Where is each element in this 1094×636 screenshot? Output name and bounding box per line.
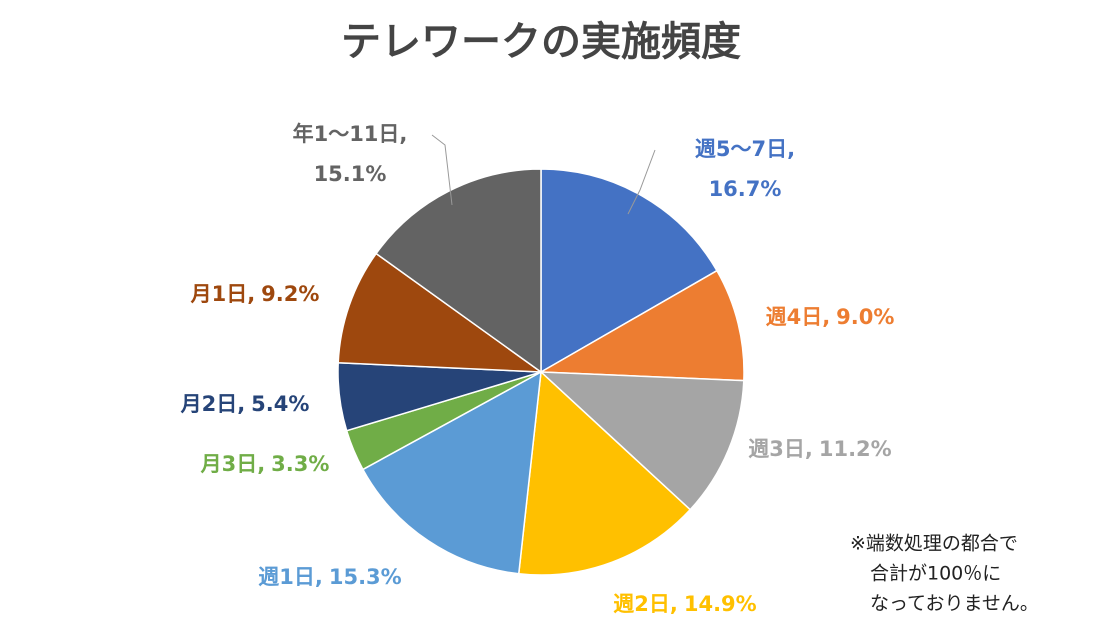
- category-label: 週1日,: [258, 565, 323, 589]
- pie-slice: [538, 371, 745, 511]
- pie-slice: [540, 168, 718, 374]
- value-label: 9.2%: [261, 282, 319, 306]
- leader-line: [431, 134, 453, 206]
- data-label: 週4日, 9.0%: [766, 305, 895, 329]
- category-label: 月3日,: [200, 452, 266, 476]
- pie-slice: [538, 269, 745, 382]
- value-label: 9.0%: [836, 305, 894, 329]
- data-label: 月1日, 9.2%: [190, 282, 320, 306]
- value-label: 5.4%: [251, 392, 309, 416]
- value-label: 15.1%: [314, 162, 387, 186]
- value-label: 16.7%: [709, 177, 782, 201]
- data-label: 週2日, 14.9%: [613, 592, 756, 616]
- data-label: 月2日, 5.4%: [180, 392, 310, 416]
- category-label: 年1～11日,: [293, 122, 408, 146]
- pie-slice: [361, 370, 542, 575]
- pie-slice: [337, 252, 544, 373]
- chart-title: テレワークの実施頻度: [341, 19, 741, 65]
- category-label: 月1日,: [190, 282, 256, 306]
- note: ※端数処理の都合で: [850, 533, 1018, 555]
- value-label: 14.9%: [684, 592, 757, 616]
- data-label: 週1日, 15.3%: [258, 565, 401, 589]
- pie-slice: [517, 370, 692, 576]
- leader-line: [627, 149, 656, 215]
- pie-slice: [375, 168, 542, 374]
- note: 合計が100％に: [870, 563, 1001, 585]
- data-label: 月3日, 3.3%: [200, 452, 330, 476]
- data-label: 週3日, 11.2%: [748, 437, 891, 461]
- category-label: 週5～7日,: [695, 137, 795, 161]
- category-label: 週3日,: [748, 437, 813, 461]
- value-label: 3.3%: [271, 452, 329, 476]
- category-label: 週4日,: [766, 305, 831, 329]
- category-label: 週2日,: [613, 592, 678, 616]
- category-label: 月2日,: [180, 392, 246, 416]
- note: なっておりません。: [870, 593, 1039, 615]
- value-label: 11.2%: [819, 437, 892, 461]
- value-label: 15.3%: [329, 565, 402, 589]
